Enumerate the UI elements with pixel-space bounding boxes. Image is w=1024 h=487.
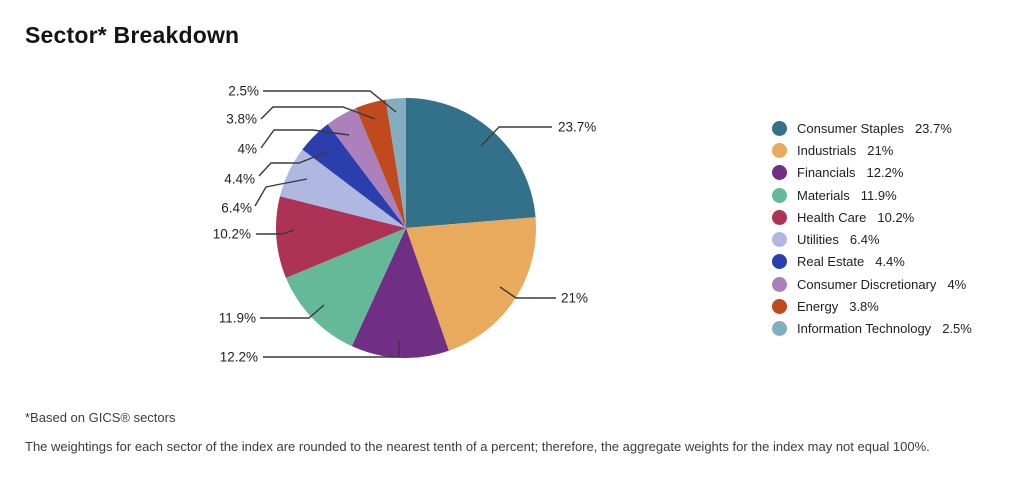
page-title: Sector* Breakdown <box>25 22 240 48</box>
legend-value: 4.4% <box>875 254 905 270</box>
legend-label: Consumer Staples <box>797 120 904 136</box>
legend-item-utilities: Utilities 6.4% <box>772 228 972 250</box>
pie-slice-financials <box>351 228 449 359</box>
leader-line-consumer-staples <box>480 126 552 147</box>
leader-line-materials <box>260 304 325 319</box>
legend-swatch-icon <box>772 321 787 337</box>
legend-label: Consumer Discretionary <box>797 276 937 292</box>
legend-value: 2.5% <box>942 321 972 337</box>
legend-label: Information Technology <box>797 321 932 337</box>
legend-item-health-care: Health Care 10.2% <box>772 206 972 228</box>
legend-swatch-icon <box>772 120 787 136</box>
pie-slice-health-care <box>276 196 406 278</box>
pie-slice-materials <box>285 228 406 347</box>
slice-value-label-utilities: 6.4% <box>221 201 252 216</box>
legend-swatch-icon <box>772 209 787 225</box>
legend-label: Materials <box>797 187 850 203</box>
pie-slice-information-technology <box>385 98 406 228</box>
slice-value-label-information-technology: 2.5% <box>228 84 259 99</box>
leader-line-industrials <box>499 286 556 299</box>
legend-swatch-icon <box>772 165 787 181</box>
slice-value-label-consumer-discretionary: 4% <box>237 142 257 157</box>
leader-line-energy <box>260 106 376 120</box>
slice-value-label-industrials: 21% <box>561 291 588 306</box>
legend-value: 11.9% <box>860 187 897 203</box>
legend-value: 6.4% <box>849 232 880 248</box>
legend-item-consumer-staples: Consumer Staples 23.7% <box>772 117 972 139</box>
slice-value-label-materials: 11.9% <box>219 311 256 326</box>
legend-value: 4% <box>947 276 967 292</box>
legend-item-information-technology: Information Technology 2.5% <box>772 318 972 340</box>
footnote-gics: *Based on GICS® sectors <box>25 410 176 425</box>
leader-line-financials <box>263 341 400 358</box>
legend-label: Health Care <box>797 209 867 225</box>
leader-line-health-care <box>256 229 295 235</box>
pie-slice-utilities <box>279 149 406 228</box>
leader-line-utilities <box>254 178 308 207</box>
legend-swatch-icon <box>772 299 787 315</box>
legend-label: Energy <box>797 299 839 315</box>
legend: Consumer Staples 23.7% Industrials 21% Finan… <box>772 117 972 340</box>
leader-line-real-estate <box>258 151 328 177</box>
legend-swatch-icon <box>772 187 787 203</box>
legend-label: Utilities <box>797 232 839 248</box>
legend-item-real-estate: Real Estate 4.4% <box>772 251 972 273</box>
legend-swatch-icon <box>772 254 787 270</box>
pie-slice-real-estate <box>302 124 406 228</box>
pie-slice-industrials <box>406 217 536 351</box>
legend-label: Real Estate <box>797 254 865 270</box>
legend-value: 3.8% <box>849 299 879 315</box>
legend-item-energy: Energy 3.8% <box>772 295 972 317</box>
slice-value-label-real-estate: 4.4% <box>224 172 255 187</box>
legend-item-industrials: Industrials 21% <box>772 139 972 161</box>
slice-value-label-energy: 3.8% <box>226 112 257 127</box>
pie-slice-consumer-discretionary <box>327 108 406 228</box>
legend-label: Financials <box>797 165 856 181</box>
legend-value: 23.7% <box>914 120 952 136</box>
pie-slice-consumer-staples <box>406 98 536 228</box>
pie-slice-energy <box>355 99 406 228</box>
legend-item-materials: Materials 11.9% <box>772 184 972 206</box>
footnote-weightings: The weightings for each sector of the in… <box>25 439 930 454</box>
legend-value: 12.2% <box>866 165 904 181</box>
legend-swatch-icon <box>772 232 787 248</box>
slice-value-label-health-care: 10.2% <box>213 227 251 242</box>
legend-value: 21% <box>867 142 894 158</box>
leader-line-consumer-discretionary <box>260 129 350 149</box>
leader-line-information-technology <box>263 90 397 113</box>
legend-value: 10.2% <box>877 209 915 225</box>
legend-item-consumer-discretionary: Consumer Discretionary 4% <box>772 273 972 295</box>
legend-swatch-icon <box>772 142 787 158</box>
slice-value-label-financials: 12.2% <box>220 350 258 365</box>
legend-item-financials: Financials 12.2% <box>772 162 972 184</box>
legend-label: Industrials <box>797 142 857 158</box>
slice-value-label-consumer-staples: 23.7% <box>558 120 596 135</box>
legend-swatch-icon <box>772 276 787 292</box>
